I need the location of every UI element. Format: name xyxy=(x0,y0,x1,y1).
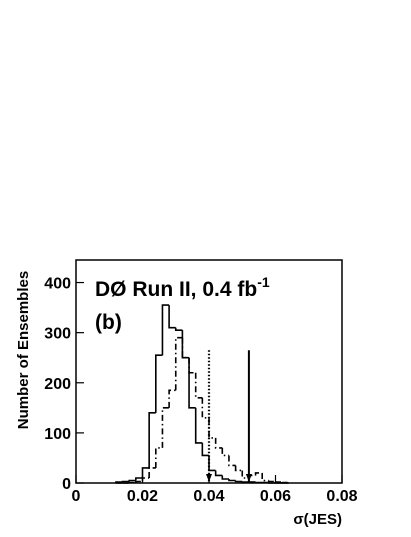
histogram-step xyxy=(274,481,283,483)
histogram-step xyxy=(168,305,176,329)
histogram-step xyxy=(174,327,183,331)
y-tick-label: 400 xyxy=(44,276,71,293)
histogram-step xyxy=(254,472,263,476)
y-axis-label: Number of Ensembles xyxy=(15,271,32,429)
histogram-step xyxy=(241,470,249,479)
histogram-step xyxy=(228,455,236,467)
histogram-step xyxy=(141,477,150,482)
x-tick-label: 0.04 xyxy=(193,488,224,505)
x-tick-label: 0.08 xyxy=(326,488,357,505)
annotation-sup: -1 xyxy=(257,274,270,290)
histogram-step xyxy=(234,480,243,483)
histogram-step xyxy=(135,477,143,481)
histogram-step xyxy=(228,478,236,482)
histogram-step xyxy=(268,480,276,483)
marker-arrow xyxy=(206,474,212,482)
histogram-step xyxy=(201,442,209,457)
histogram-step xyxy=(168,389,176,408)
x-axis-label: σ(JES) xyxy=(293,511,342,528)
marker-arrow xyxy=(245,474,252,482)
histogram-step xyxy=(194,372,203,399)
histogram-step xyxy=(121,480,130,483)
histogram-step xyxy=(161,304,170,356)
x-tick-label: 0.02 xyxy=(127,488,158,505)
y-tick-label: 100 xyxy=(44,426,71,443)
y-tick-label: 0 xyxy=(62,476,71,493)
histogram-step xyxy=(148,467,156,478)
histogram-step xyxy=(234,465,243,472)
histogram-step xyxy=(214,437,223,449)
histogram-step xyxy=(135,480,143,483)
annotation-main: DØ Run II, 0.4 fb xyxy=(95,278,257,301)
histogram-step xyxy=(161,407,170,448)
histogram-step xyxy=(194,407,203,444)
y-tick-label: 200 xyxy=(44,376,71,393)
plot-frame xyxy=(75,259,343,484)
panel-label: (b) xyxy=(95,311,122,334)
histogram-step xyxy=(261,472,269,482)
histogram-step xyxy=(188,357,196,374)
histogram-step xyxy=(188,357,196,409)
annotation: DØ Run II, 0.4 fb-1 xyxy=(95,274,270,301)
histogram-step xyxy=(221,447,229,457)
x-tick-label: 0.06 xyxy=(260,488,291,505)
y-tick-label: 300 xyxy=(44,326,71,343)
histogram-step xyxy=(141,467,150,478)
histogram-step xyxy=(214,470,223,477)
histogram-step xyxy=(148,412,156,468)
histogram-step xyxy=(155,354,163,413)
histogram-step xyxy=(174,336,183,391)
histogram-step xyxy=(241,481,249,483)
histogram-step xyxy=(128,479,136,482)
histogram-step xyxy=(221,475,229,480)
x-tick-label: 0 xyxy=(72,488,81,505)
